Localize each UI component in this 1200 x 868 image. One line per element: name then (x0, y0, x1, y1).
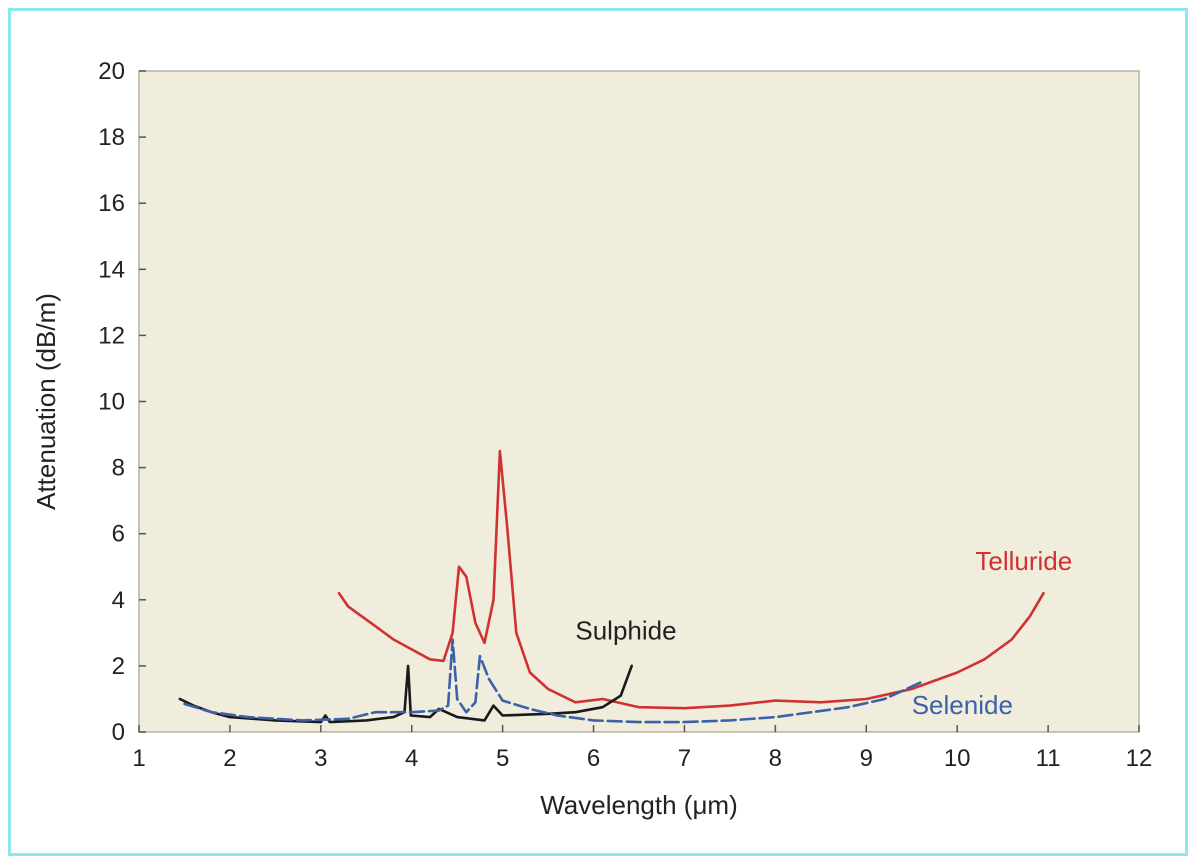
chart-frame: 1 2 3 4 5 6 7 8 9 10 11 12 0 2 4 6 8 10 12 14 16 18 20 Telluri… (8, 8, 1188, 856)
y-tick-label: 18 (98, 124, 125, 151)
y-tick-label: 0 (112, 719, 125, 746)
x-tick-label: 1 (132, 745, 145, 772)
x-tick-label: 11 (1036, 745, 1061, 772)
series-label-selenide: Selenide (912, 690, 1013, 720)
x-tick-label: 4 (405, 745, 418, 772)
x-axis-title: Wavelength (μm) (540, 790, 738, 820)
y-axis-title: Attenuation (dB/m) (31, 293, 61, 510)
x-tick-label: 10 (944, 745, 971, 772)
x-tick-label: 5 (496, 745, 509, 772)
y-tick-label: 16 (98, 190, 125, 217)
series-label-telluride: Telluride (975, 546, 1072, 576)
series-line-selenide (183, 638, 923, 724)
y-tick-label: 20 (98, 58, 125, 85)
x-tick-label: 7 (678, 745, 691, 772)
series-label-sulphide: Sulphide (575, 615, 676, 645)
series-lines: Telluride Sulphide Selenide (178, 449, 1072, 724)
x-tick-label: 2 (223, 745, 236, 772)
y-tick-label: 4 (112, 587, 125, 614)
y-tick-label: 6 (112, 521, 125, 548)
x-tick-label: 6 (587, 745, 600, 772)
y-tick-label: 10 (98, 389, 125, 416)
x-tick-label: 3 (314, 745, 327, 772)
y-tick-label: 12 (98, 322, 125, 349)
x-tick-label: 12 (1126, 745, 1153, 772)
x-tick-label: 9 (860, 745, 873, 772)
x-tick-label: 8 (769, 745, 782, 772)
plot-area (138, 70, 1140, 733)
y-tick-label: 14 (98, 256, 125, 283)
y-tick-label: 2 (112, 653, 125, 680)
y-tick-label: 8 (112, 455, 125, 482)
